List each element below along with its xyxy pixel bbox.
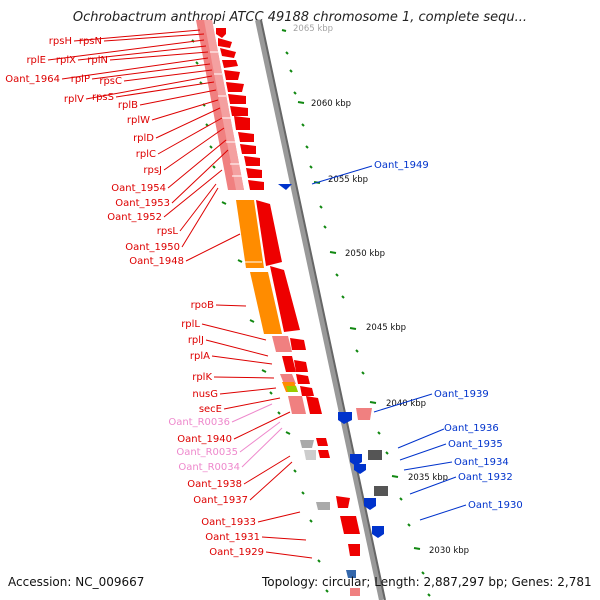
label-oant1964[interactable]: Oant_1964 [5, 74, 60, 85]
label-oant1934[interactable]: Oant_1934 [454, 457, 509, 468]
label-rpsL[interactable]: rpsL [157, 226, 179, 237]
label-rplC[interactable]: rplC [136, 149, 156, 160]
gene-block-rplL-rplK [272, 336, 322, 414]
label-rplA[interactable]: rplA [190, 351, 210, 362]
label-oant1932[interactable]: Oant_1932 [458, 472, 513, 483]
label-oant1939[interactable]: Oant_1939 [434, 389, 489, 400]
gene-arrows-red-rpo [256, 200, 300, 332]
label-oant1940[interactable]: Oant_1940 [177, 434, 232, 445]
gene-labels-right: Oant_1949 Oant_1939 Oant_1936 Oant_1935 … [374, 160, 523, 511]
label-rpsN[interactable]: rpsN [79, 36, 102, 47]
label-rpsH[interactable]: rpsH [49, 36, 72, 47]
label-oant1937[interactable]: Oant_1937 [193, 495, 248, 506]
label-oant1933[interactable]: Oant_1933 [201, 517, 256, 528]
kbp-label-2045: 2045 kbp [366, 323, 406, 333]
kbp-label-2050: 2050 kbp [345, 249, 385, 259]
kbp-label-2055: 2055 kbp [328, 175, 368, 185]
label-oant1949[interactable]: Oant_1949 [374, 160, 429, 171]
label-oant1952[interactable]: Oant_1952 [107, 212, 162, 223]
label-rplB[interactable]: rplB [118, 100, 138, 111]
gene-labels-left: rpsH rpsN rplE rplX rplN Oant_1964 rplP … [5, 36, 264, 558]
gene-block-rpoB [236, 200, 282, 334]
label-oant1930[interactable]: Oant_1930 [468, 500, 523, 511]
label-rpsC[interactable]: rpsC [99, 76, 122, 87]
leader-lines-rna [231, 403, 283, 468]
tick-ring-inner [191, 39, 329, 593]
gene-arrows-red-upper [216, 28, 264, 190]
gene-pink-1939 [356, 408, 372, 420]
label-rplN[interactable]: rplN [87, 55, 108, 66]
gene-arrows-gray [300, 438, 388, 596]
label-oant1935[interactable]: Oant_1935 [448, 439, 503, 450]
kbp-label-2060: 2060 kbp [311, 99, 351, 109]
label-oantR0036[interactable]: Oant_R0036 [168, 417, 230, 428]
kbp-label-2065: 2065 kbp [293, 24, 333, 34]
label-secE[interactable]: secE [199, 404, 222, 415]
kbp-label-2040: 2040 kbp [386, 399, 426, 409]
label-rplL[interactable]: rplL [181, 319, 200, 330]
leader-lines-right [311, 165, 467, 521]
topology-summary: Topology: circular; Length: 2,887,297 bp… [262, 575, 592, 589]
label-oantR0034[interactable]: Oant_R0034 [178, 462, 240, 473]
label-rpsS[interactable]: rpsS [92, 92, 114, 103]
label-rplP[interactable]: rplP [71, 74, 90, 85]
label-rplX[interactable]: rplX [56, 55, 76, 66]
label-rplK[interactable]: rplK [192, 372, 212, 383]
gene-oant1949 [278, 184, 292, 190]
tick-ring-outer [281, 29, 431, 597]
label-oant1931[interactable]: Oant_1931 [205, 532, 260, 543]
leader-lines-left [47, 29, 313, 559]
gene-blue-bottom [346, 570, 356, 578]
label-rplE[interactable]: rplE [26, 55, 46, 66]
label-rplW[interactable]: rplW [127, 115, 150, 126]
label-rplV[interactable]: rplV [64, 94, 84, 105]
label-oant1948[interactable]: Oant_1948 [129, 256, 184, 267]
label-oant1929[interactable]: Oant_1929 [209, 547, 264, 558]
accession-text: Accession: NC_009667 [8, 575, 145, 589]
label-oant1953[interactable]: Oant_1953 [115, 198, 170, 209]
label-oant1954[interactable]: Oant_1954 [111, 183, 166, 194]
label-rplJ[interactable]: rplJ [188, 335, 204, 346]
gene-block-ribosomal [196, 20, 244, 190]
label-nusG[interactable]: nusG [192, 389, 218, 400]
kbp-label-2035: 2035 kbp [408, 473, 448, 483]
label-oant1936[interactable]: Oant_1936 [444, 423, 499, 434]
label-rpsJ[interactable]: rpsJ [143, 165, 162, 176]
label-rplD[interactable]: rplD [133, 133, 154, 144]
label-oant1938[interactable]: Oant_1938 [187, 479, 242, 490]
map-title: Ochrobactrum anthropi ATCC 49188 chromos… [72, 10, 528, 25]
gene-arrows-blue [338, 412, 384, 538]
kbp-label-2030: 2030 kbp [429, 546, 469, 556]
label-oant1950[interactable]: Oant_1950 [125, 242, 180, 253]
label-rpoB[interactable]: rpoB [191, 300, 215, 311]
label-oantR0035[interactable]: Oant_R0035 [176, 447, 238, 458]
